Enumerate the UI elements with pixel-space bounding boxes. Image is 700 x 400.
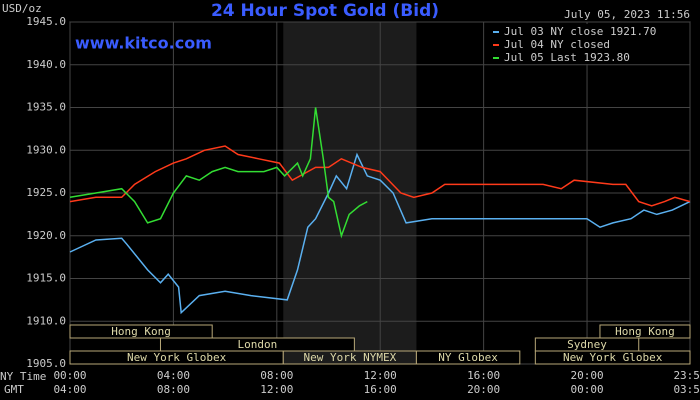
legend-label: Jul 03 NY close 1921.70 [504, 25, 656, 38]
session-label: Hong Kong [111, 325, 171, 338]
y-tick-label: 1915.0 [26, 272, 66, 285]
y-tick-label: 1910.0 [26, 314, 66, 327]
x2-tick-label: 00:00 [570, 383, 603, 396]
x-tick-label: 04:00 [157, 369, 190, 382]
x2-tick-label: 12:00 [260, 383, 293, 396]
chart-title: 24 Hour Spot Gold (Bid) [211, 1, 439, 21]
x-tick-label: 12:00 [364, 369, 397, 382]
y-tick-label: 1905.0 [26, 357, 66, 370]
sessions: Hong Kong London New York Globex New York N… [69, 324, 691, 365]
grid: 1905.0 1910.0 1915.0 1920.0 1925.0 1930.0 1935… [26, 15, 700, 396]
x2-tick-label: 16:00 [364, 383, 397, 396]
x-tick-label: 00:00 [53, 369, 86, 382]
series-line [69, 152, 691, 315]
x-tick-label: 20:00 [570, 369, 603, 382]
legend-label: Jul 05 Last 1923.80 [504, 51, 630, 64]
timestamp: July 05, 2023 11:56 [564, 8, 690, 21]
session-label: Sydney [567, 338, 607, 351]
session-label: London [238, 338, 278, 351]
x-label-ny: NY Time [0, 370, 46, 383]
y-tick-label: 1920.0 [26, 229, 66, 242]
x2-tick-label: 08:00 [157, 383, 190, 396]
session-box [415, 350, 521, 365]
x-label-gmt: GMT [4, 383, 24, 396]
session-label: Hong Kong [615, 325, 675, 338]
session-box [69, 324, 213, 339]
x-tick-label: 08:00 [260, 369, 293, 382]
y-tick-label: 1945.0 [26, 15, 66, 28]
x-tick-label: 16:00 [467, 369, 500, 382]
y-tick-label: 1925.0 [26, 186, 66, 199]
watermark: www.kitco.com [75, 34, 212, 53]
y-tick-label: 1940.0 [26, 58, 66, 71]
session-label: New York Globex [563, 351, 663, 364]
session-label: NY Globex [438, 351, 498, 364]
legend-box [488, 24, 688, 64]
y-label: USD/oz [2, 2, 42, 15]
session-label: New York NYMEX [303, 351, 396, 364]
y-tick-label: 1930.0 [26, 143, 66, 156]
series-line [69, 107, 368, 239]
series-line [69, 145, 691, 207]
y-tick-label: 1935.0 [26, 101, 66, 114]
x2-tick-label: 20:00 [467, 383, 500, 396]
session-label: New York Globex [127, 351, 227, 364]
legend-label: Jul 04 NY closed [504, 38, 610, 51]
x2-tick-label: 04:00 [53, 383, 86, 396]
session-box [599, 324, 691, 339]
x-tick-label: 23:59 [673, 369, 700, 382]
lines [69, 107, 691, 315]
x2-tick-label: 03:59 [673, 383, 700, 396]
session-box [534, 350, 691, 365]
